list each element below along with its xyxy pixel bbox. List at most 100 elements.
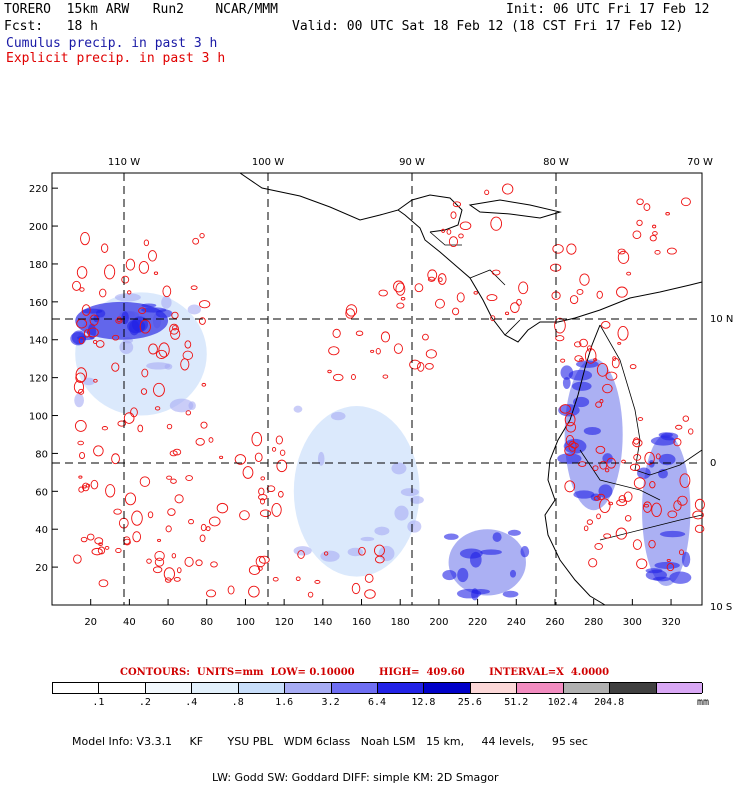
model-info: Model Info: V3.3.1 KF YSU PBL WDM 6class… bbox=[72, 712, 588, 796]
precip-contour bbox=[665, 212, 670, 216]
x-tick-label: 160 bbox=[352, 617, 371, 628]
colorbar-swatch bbox=[378, 683, 425, 693]
precip-contour bbox=[374, 544, 385, 557]
precip-contour bbox=[169, 323, 180, 335]
precip-cell bbox=[598, 484, 613, 499]
precip-contour bbox=[167, 508, 176, 516]
precip-contour bbox=[111, 453, 120, 465]
precip-contour bbox=[152, 566, 163, 574]
lon-label-70w: 70 W bbox=[687, 157, 713, 168]
y-tick-label: 80 bbox=[35, 449, 48, 460]
precip-contour bbox=[427, 269, 438, 281]
precip-contour bbox=[78, 475, 83, 479]
x-tick-label: 320 bbox=[662, 617, 681, 628]
precip-cell bbox=[562, 376, 571, 390]
precip-contour bbox=[603, 533, 612, 539]
init-time: Init: 06 UTC Fri 17 Feb 12 bbox=[506, 2, 710, 17]
precip-cell bbox=[169, 398, 194, 413]
precip-contour bbox=[171, 553, 177, 559]
precip-contour bbox=[200, 421, 208, 429]
precip-contour bbox=[579, 338, 588, 348]
precip-contour bbox=[170, 478, 177, 484]
precip-contour bbox=[564, 445, 576, 456]
y-tick-label: 60 bbox=[35, 487, 48, 498]
precip-contour bbox=[486, 294, 498, 302]
precip-contour bbox=[251, 431, 263, 447]
precip-contour bbox=[208, 437, 214, 443]
precip-cell bbox=[658, 453, 676, 466]
colorbar-label: 102.4 bbox=[547, 697, 578, 708]
colorbar-label: .8 bbox=[231, 697, 244, 708]
precip-contour bbox=[307, 591, 314, 598]
precip-contour bbox=[617, 248, 626, 255]
precip-contour bbox=[560, 358, 566, 363]
precip-contour bbox=[112, 334, 120, 341]
precip-contour bbox=[617, 341, 622, 345]
precip-contour bbox=[79, 451, 86, 460]
precip-contour bbox=[629, 463, 641, 471]
precip-contour bbox=[435, 298, 445, 309]
x-tick-label: 300 bbox=[623, 617, 642, 628]
precip-cell bbox=[119, 340, 134, 354]
precip-contour bbox=[601, 321, 611, 329]
precip-cell bbox=[374, 526, 390, 536]
precip-contour bbox=[649, 481, 656, 489]
lat-label-10s: 10 S bbox=[710, 602, 732, 613]
precip-contour bbox=[111, 362, 120, 372]
precip-area-cumulus bbox=[448, 529, 526, 596]
precip-cell bbox=[407, 520, 422, 533]
precip-contour bbox=[565, 435, 575, 446]
precip-cell bbox=[492, 532, 502, 542]
precip-contour bbox=[138, 307, 147, 314]
precip-contour bbox=[559, 404, 571, 414]
precip-contour bbox=[596, 513, 601, 520]
precip-contour bbox=[616, 499, 628, 507]
precip-contour bbox=[504, 311, 510, 316]
precip-contour bbox=[192, 237, 200, 245]
precip-contour bbox=[422, 333, 429, 341]
colorbar-label: 25.6 bbox=[457, 697, 482, 708]
precip-contour bbox=[162, 285, 172, 298]
x-tick-label: 240 bbox=[507, 617, 526, 628]
precip-contour bbox=[633, 437, 640, 445]
precip-contour bbox=[694, 498, 705, 511]
precip-contour bbox=[675, 424, 683, 430]
precip-area-cumulus bbox=[293, 406, 420, 577]
precip-cell bbox=[114, 293, 141, 302]
precip-cell bbox=[583, 427, 601, 436]
precip-contour bbox=[588, 558, 598, 568]
x-tick-label: 140 bbox=[313, 617, 332, 628]
colorbar-units: mm bbox=[697, 697, 710, 708]
colorbar-label: 51.2 bbox=[504, 697, 529, 708]
y-tick-label: 120 bbox=[29, 374, 48, 385]
precip-contour bbox=[692, 510, 704, 520]
precip-contour bbox=[437, 273, 447, 285]
colorbar-swatch bbox=[192, 683, 239, 693]
precip-contour bbox=[564, 413, 576, 427]
precip-contour bbox=[632, 230, 642, 240]
precip-contour bbox=[555, 335, 565, 342]
x-tick-label: 260 bbox=[545, 617, 564, 628]
x-tick-label: 200 bbox=[429, 617, 448, 628]
precip-contour bbox=[195, 559, 203, 567]
precip-contour bbox=[198, 317, 206, 325]
precip-cell bbox=[602, 453, 613, 464]
precip-contour bbox=[679, 549, 684, 556]
precip-cell bbox=[520, 546, 530, 558]
colorbar-label: .4 bbox=[185, 697, 198, 708]
precip-contour bbox=[297, 550, 305, 559]
precip-contour bbox=[143, 239, 150, 247]
precip-contour bbox=[100, 243, 109, 253]
precip-contour bbox=[199, 232, 205, 239]
precip-contour bbox=[205, 526, 211, 532]
precip-contour bbox=[105, 484, 116, 498]
lon-label-90w: 90 W bbox=[399, 157, 425, 168]
colorbar-label: 12.8 bbox=[411, 697, 436, 708]
colorbar-swatch bbox=[656, 683, 703, 693]
precip-contour bbox=[78, 337, 85, 345]
cumulus-legend-label: Cumulus precip. in past 3 h bbox=[6, 36, 218, 51]
lon-label-80w: 80 W bbox=[543, 157, 569, 168]
precip-contour bbox=[370, 349, 375, 353]
precip-cell bbox=[645, 568, 663, 574]
precip-contour bbox=[633, 477, 646, 489]
